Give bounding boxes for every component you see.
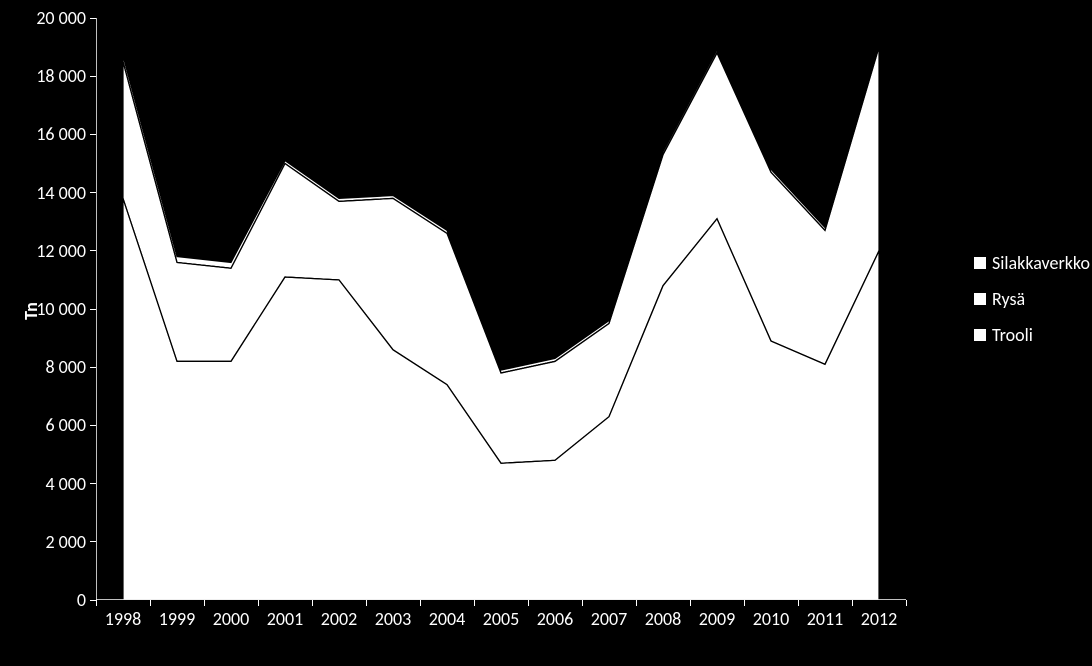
y-tick-label: 16 000 (36, 123, 86, 145)
y-tick-label: 10 000 (36, 298, 86, 320)
legend-label: Silakkaverkko (992, 252, 1090, 274)
x-tick-label: 2001 (267, 608, 304, 630)
y-tick-mark (90, 483, 96, 484)
x-tick-mark (744, 600, 745, 606)
x-tick-mark (798, 600, 799, 606)
legend-swatch (974, 329, 986, 341)
legend-item: Rysä (974, 288, 1090, 310)
y-tick-label: 20 000 (36, 7, 86, 29)
y-tick-label: 18 000 (36, 65, 86, 87)
legend-label: Trooli (992, 324, 1033, 346)
x-tick-mark (150, 600, 151, 606)
x-tick-label: 1998 (105, 608, 142, 630)
x-tick-label: 2009 (699, 608, 736, 630)
x-tick-label: 2007 (591, 608, 628, 630)
x-tick-label: 2010 (753, 608, 790, 630)
x-tick-label: 2012 (861, 608, 898, 630)
x-tick-label: 2008 (645, 608, 682, 630)
x-tick-mark (528, 600, 529, 606)
legend-swatch (974, 293, 986, 305)
legend-item: Trooli (974, 324, 1090, 346)
x-tick-mark (420, 600, 421, 606)
x-tick-label: 2005 (483, 608, 520, 630)
x-tick-mark (204, 600, 205, 606)
x-tick-label: 1999 (159, 608, 196, 630)
x-tick-mark (690, 600, 691, 606)
legend: Silakkaverkko Rysä Trooli (974, 252, 1090, 360)
y-tick-label: 12 000 (36, 240, 86, 262)
x-tick-label: 2006 (537, 608, 574, 630)
legend-item: Silakkaverkko (974, 252, 1090, 274)
x-tick-mark (636, 600, 637, 606)
x-tick-label: 2002 (321, 608, 358, 630)
y-tick-label: 2 000 (45, 531, 86, 553)
y-tick-mark (90, 250, 96, 251)
y-tick-label: 0 (77, 589, 86, 611)
chart-container: Tn SilakkaverkkoRysäTrooli 02 0004 0006 … (0, 0, 1092, 666)
x-tick-mark (582, 600, 583, 606)
y-tick-mark (90, 76, 96, 77)
x-tick-mark (852, 600, 853, 606)
x-tick-mark (96, 600, 97, 606)
x-tick-mark (312, 600, 313, 606)
y-tick-label: 4 000 (45, 473, 86, 495)
y-tick-mark (90, 425, 96, 426)
y-tick-mark (90, 541, 96, 542)
y-tick-mark (90, 367, 96, 368)
x-tick-mark (366, 600, 367, 606)
y-tick-mark (90, 18, 96, 19)
y-tick-label: 14 000 (36, 182, 86, 204)
x-tick-label: 2011 (807, 608, 844, 630)
y-tick-mark (90, 192, 96, 193)
legend-label: Rysä (992, 288, 1025, 310)
x-tick-label: 2003 (375, 608, 412, 630)
x-tick-label: 2004 (429, 608, 466, 630)
x-tick-mark (474, 600, 475, 606)
y-tick-mark (90, 309, 96, 310)
plot-area (96, 18, 906, 600)
x-tick-label: 2000 (213, 608, 250, 630)
legend-swatch (974, 257, 986, 269)
x-tick-mark (906, 600, 907, 606)
y-tick-mark (90, 134, 96, 135)
y-tick-label: 8 000 (45, 356, 86, 378)
x-tick-mark (258, 600, 259, 606)
y-tick-label: 6 000 (45, 414, 86, 436)
